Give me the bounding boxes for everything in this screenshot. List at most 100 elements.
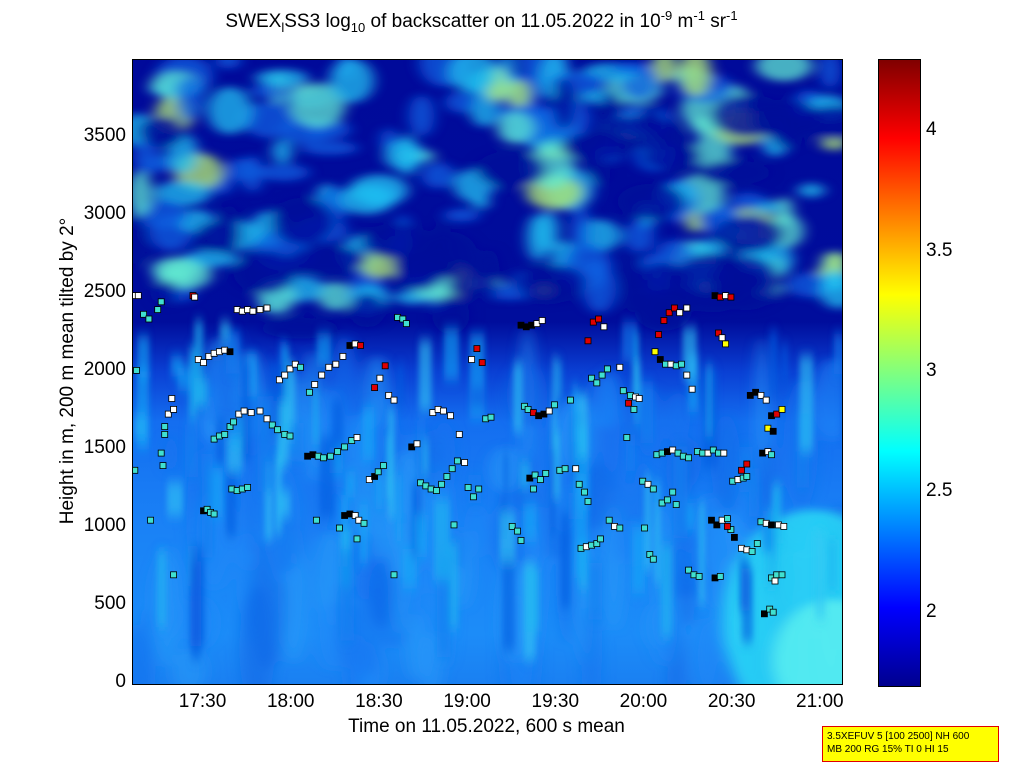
cloud-base-marker <box>536 476 544 484</box>
cloud-base-marker <box>635 395 643 402</box>
cloud-base-marker <box>743 473 751 480</box>
cloud-base-marker <box>708 516 715 524</box>
cloud-base-marker <box>357 342 364 349</box>
streak <box>741 568 754 643</box>
cloud-base-marker <box>140 310 147 318</box>
cloud-base-marker <box>600 323 608 331</box>
plot-area <box>132 59 843 685</box>
cloud-base-marker <box>738 466 745 474</box>
cloud-base-marker <box>623 434 631 441</box>
clear-gap <box>552 77 575 130</box>
cloud-blob <box>445 91 476 113</box>
streak <box>359 504 368 564</box>
cloud-blob <box>444 208 480 222</box>
colorbar <box>878 59 921 687</box>
cloud-base-marker <box>720 449 728 457</box>
colorbar-tick-label: 3.5 <box>926 239 953 261</box>
streak <box>219 321 231 342</box>
field-patch <box>265 464 302 584</box>
streak <box>578 393 588 458</box>
streak <box>345 471 356 498</box>
cloud-base-marker <box>454 457 461 465</box>
streak <box>706 363 712 437</box>
cloud-base-marker <box>771 577 779 585</box>
cloud-base-marker <box>487 413 495 421</box>
cloud-blob <box>258 163 310 181</box>
y-tick-label: 0 <box>115 671 126 692</box>
cloud-base-marker <box>161 423 169 431</box>
streak <box>388 409 395 519</box>
y-tick-label: 3000 <box>83 203 126 224</box>
clear-gap <box>475 150 547 188</box>
cloud-base-marker <box>641 524 648 532</box>
cloud-base-marker <box>761 610 768 618</box>
clear-gap <box>620 253 646 313</box>
streak <box>418 340 432 412</box>
cloud-base-marker <box>191 293 199 301</box>
cloud-base-marker <box>731 533 738 541</box>
processing-info-box: 3.5XEFUV 5 [100 2500] NH 600 MB 200 RG 1… <box>822 726 999 762</box>
cloud-blob <box>215 60 241 69</box>
streak <box>827 539 838 591</box>
cloud-base-marker <box>603 365 611 373</box>
cloud-base-marker <box>468 356 476 363</box>
cloud-base-marker <box>157 449 165 457</box>
clear-gap <box>432 295 470 335</box>
colorbar-tick-label: 4 <box>926 119 937 141</box>
cloud-base-marker <box>596 535 604 543</box>
y-tick-label: 3500 <box>83 125 126 146</box>
cloud-base-marker <box>371 473 379 480</box>
cloud-base-marker <box>438 480 446 488</box>
cloud-base-marker <box>249 307 257 315</box>
cloud-base-marker <box>538 317 546 324</box>
x-tick-label: 19:30 <box>531 691 580 712</box>
streak <box>279 341 287 365</box>
cloud-base-marker <box>274 426 282 434</box>
streak <box>513 362 523 432</box>
streak <box>316 333 332 367</box>
cloud-base-marker <box>778 571 786 579</box>
cloud-base-marker <box>351 512 359 519</box>
cloud-base-marker <box>275 376 283 384</box>
cloud-base-marker <box>724 522 731 530</box>
clear-gap <box>617 183 686 220</box>
cloud-base-marker <box>581 488 588 496</box>
cloud-base-marker <box>268 421 276 429</box>
field-patch <box>666 391 690 445</box>
streak <box>499 511 516 563</box>
clear-gap <box>348 293 386 328</box>
cloud-blob <box>154 180 211 207</box>
cloud-base-marker <box>469 493 477 501</box>
cloud-base-marker <box>360 519 368 527</box>
cloud-blob <box>822 252 842 266</box>
clear-gap <box>639 103 661 134</box>
streak <box>560 513 571 608</box>
cloud-blob <box>610 62 653 75</box>
streak <box>402 548 418 589</box>
cloud-base-marker <box>593 379 601 387</box>
cloud-blob <box>797 183 825 198</box>
cloud-base-marker <box>588 374 596 382</box>
cloud-base-marker <box>665 309 673 317</box>
cloud-base-marker <box>443 473 451 480</box>
streak <box>177 366 193 391</box>
x-tick-label: 19:00 <box>443 691 491 712</box>
cloud-base-marker <box>646 551 654 558</box>
cloud-base-marker <box>263 304 271 312</box>
colorbar-tick-label: 3 <box>926 360 937 381</box>
cloud-blob <box>207 86 252 135</box>
streak <box>443 327 459 381</box>
cloud-base-marker <box>461 459 469 466</box>
cloud-blob <box>133 137 159 176</box>
cloud-base-marker <box>230 418 237 426</box>
field-patch <box>366 469 391 560</box>
cloud-base-marker <box>335 524 343 532</box>
cloud-base-marker <box>671 304 678 312</box>
cloud-base-marker <box>353 535 361 543</box>
field-patch <box>711 413 741 517</box>
cloud-base-marker <box>256 306 264 314</box>
streak <box>673 446 688 538</box>
cloud-base-marker <box>450 521 458 529</box>
cloud-blob <box>755 60 813 82</box>
cloud-base-marker <box>159 462 167 470</box>
